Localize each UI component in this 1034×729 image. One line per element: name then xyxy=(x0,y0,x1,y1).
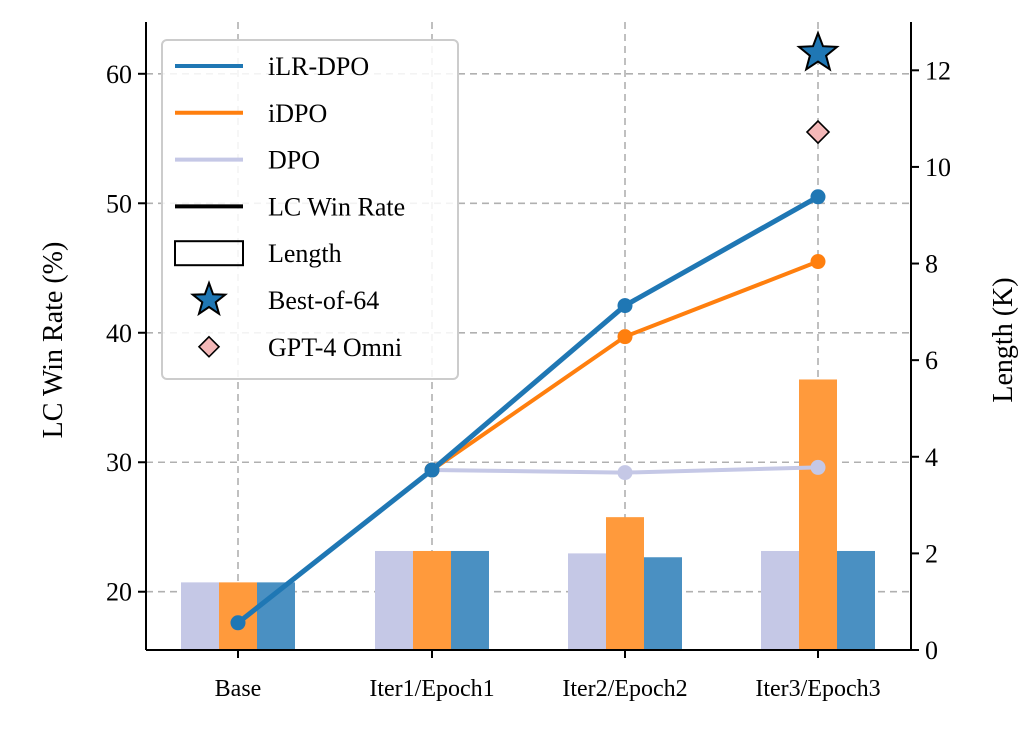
point-ilr-dpo xyxy=(810,189,826,205)
ticks: 20 30 40 50 60 0 2 4 6 8 10 12 Base Iter1/Epoch1 Iter2… xyxy=(106,56,951,702)
x-tick-label: Iter2/Epoch2 xyxy=(562,676,687,702)
point-ilr-dpo xyxy=(230,615,246,631)
bar-dpo xyxy=(568,553,606,650)
y-tick-label-left: 60 xyxy=(106,60,132,89)
y-axis-label-right: Length (K) xyxy=(988,277,1019,402)
point-dpo xyxy=(810,459,826,475)
bar-idpo xyxy=(799,379,837,650)
point-ilr-dpo xyxy=(617,298,633,314)
legend-label-best-of-64: Best-of-64 xyxy=(268,286,379,315)
marker-gpt-4-omni xyxy=(805,119,831,145)
y-tick-label-right: 10 xyxy=(925,153,951,182)
markers xyxy=(796,30,840,145)
bar-dpo xyxy=(761,550,799,650)
marker-best-of-64 xyxy=(796,30,840,72)
point-idpo xyxy=(617,329,633,345)
x-tick-label: Iter1/Epoch1 xyxy=(369,676,494,702)
bar-dpo xyxy=(375,550,413,650)
y-tick-label-left: 50 xyxy=(106,189,132,218)
y-tick-label-right: 12 xyxy=(925,56,951,85)
y-tick-label-left: 20 xyxy=(106,578,132,607)
legend-star-icon xyxy=(190,280,228,317)
bar-idpo xyxy=(413,550,451,650)
y-tick-label-left: 40 xyxy=(106,319,132,348)
bar-ilr-dpo xyxy=(837,550,875,650)
line-dpo xyxy=(236,465,819,625)
point-idpo xyxy=(810,254,826,270)
legend: iLR-DPO iDPO DPO LC Win Rate Length Best-of-6… xyxy=(161,39,459,380)
legend-label-length: Length xyxy=(268,239,342,268)
y-tick-label-right: 2 xyxy=(925,539,938,568)
y-tick-label-right: 6 xyxy=(925,346,938,375)
y-tick-label-right: 8 xyxy=(925,250,938,279)
y-tick-label-right: 0 xyxy=(925,636,938,665)
x-tick-label: Iter3/Epoch3 xyxy=(755,676,880,702)
legend-patch-length xyxy=(174,240,244,267)
legend-label-ilr-dpo: iLR-DPO xyxy=(268,52,369,81)
x-tick-label: Base xyxy=(215,676,262,702)
legend-label-idpo: iDPO xyxy=(268,99,327,128)
y-axis-label-left: LC Win Rate (%) xyxy=(38,242,69,439)
lines xyxy=(230,189,826,631)
legend-label-lc-win-rate: LC Win Rate xyxy=(268,192,405,221)
bars xyxy=(181,379,875,650)
point-dpo xyxy=(617,465,633,481)
y-tick-label-left: 30 xyxy=(106,448,132,477)
legend-label-gpt-4-omni: GPT-4 Omni xyxy=(268,333,402,362)
legend-diamond-icon xyxy=(197,335,221,358)
bar-ilr-dpo xyxy=(644,557,682,650)
bar-idpo xyxy=(606,517,644,650)
y-tick-label-right: 4 xyxy=(925,443,938,472)
bar-dpo xyxy=(181,582,219,650)
line-ilr-dpo xyxy=(236,194,820,625)
axes xyxy=(145,22,912,651)
legend-box xyxy=(161,39,459,380)
point-ilr-dpo xyxy=(424,462,440,478)
bar-ilr-dpo xyxy=(451,550,489,650)
legend-label-dpo: DPO xyxy=(268,146,320,175)
